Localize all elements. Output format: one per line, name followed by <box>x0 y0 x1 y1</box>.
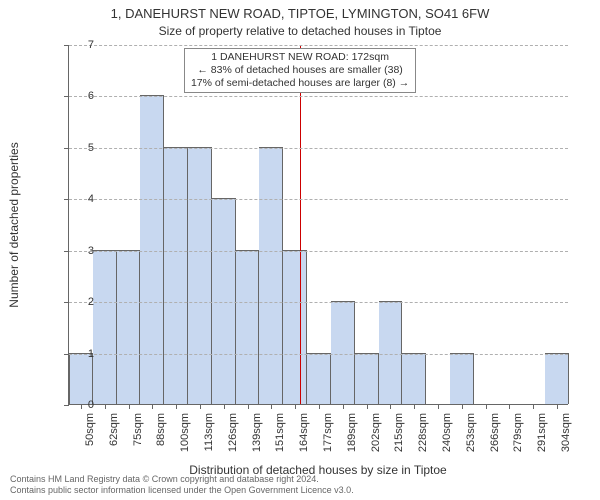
x-tick-label: 304sqm <box>560 413 572 452</box>
y-tick-label: 5 <box>64 142 94 154</box>
x-tick-label: 62sqm <box>108 413 120 446</box>
reference-line <box>300 45 301 404</box>
x-tick-label: 202sqm <box>370 413 382 452</box>
gridline <box>69 96 568 97</box>
x-tick <box>533 404 534 409</box>
annotation-box: 1 DANEHURST NEW ROAD: 172sqm ← 83% of de… <box>184 48 416 93</box>
gridline <box>69 45 568 46</box>
footer-line: Contains HM Land Registry data © Crown c… <box>10 474 354 485</box>
histogram-bar <box>307 353 331 404</box>
annotation-line: 1 DANEHURST NEW ROAD: 172sqm <box>191 51 409 64</box>
histogram-bar <box>236 250 260 404</box>
x-tick-label: 164sqm <box>298 413 310 452</box>
x-tick-label: 215sqm <box>393 413 405 452</box>
x-tick-label: 126sqm <box>227 413 239 452</box>
gridline <box>69 354 568 355</box>
x-tick <box>224 404 225 409</box>
chart-container: 1, DANEHURST NEW ROAD, TIPTOE, LYMINGTON… <box>0 0 600 500</box>
histogram-bar <box>93 250 117 404</box>
x-tick-label: 240sqm <box>441 413 453 452</box>
y-tick-label: 6 <box>64 90 94 102</box>
gridline <box>69 199 568 200</box>
histogram-bar <box>188 147 212 404</box>
x-tick-label: 291sqm <box>536 413 548 452</box>
x-tick-label: 50sqm <box>84 413 96 446</box>
gridline <box>69 251 568 252</box>
footer-attribution: Contains HM Land Registry data © Crown c… <box>10 474 354 496</box>
histogram-bar <box>402 353 426 404</box>
x-tick-label: 75sqm <box>132 413 144 446</box>
y-tick-label: 4 <box>64 193 94 205</box>
y-tick-label: 3 <box>64 245 94 257</box>
histogram-bar <box>117 250 141 404</box>
x-tick-label: 253sqm <box>465 413 477 452</box>
x-tick <box>295 404 296 409</box>
x-tick <box>271 404 272 409</box>
x-tick-label: 139sqm <box>251 413 263 452</box>
x-tick-label: 279sqm <box>512 413 524 452</box>
x-tick <box>343 404 344 409</box>
chart-title: 1, DANEHURST NEW ROAD, TIPTOE, LYMINGTON… <box>0 6 600 21</box>
histogram-bar <box>259 147 283 404</box>
x-tick <box>390 404 391 409</box>
annotation-line: ← 83% of detached houses are smaller (38… <box>191 64 409 77</box>
x-tick <box>129 404 130 409</box>
histogram-bar <box>450 353 474 404</box>
x-tick-label: 266sqm <box>489 413 501 452</box>
x-tick-label: 189sqm <box>346 413 358 452</box>
y-tick-label: 7 <box>64 39 94 51</box>
histogram-bar <box>164 147 188 404</box>
x-tick <box>462 404 463 409</box>
y-tick-label: 2 <box>64 296 94 308</box>
y-axis-label: Number of detached properties <box>7 142 21 307</box>
x-tick <box>438 404 439 409</box>
y-tick-label: 0 <box>64 399 94 411</box>
x-tick <box>105 404 106 409</box>
x-tick-label: 228sqm <box>417 413 429 452</box>
gridline <box>69 148 568 149</box>
x-tick <box>367 404 368 409</box>
x-tick <box>152 404 153 409</box>
chart-subtitle: Size of property relative to detached ho… <box>0 24 600 38</box>
x-tick-label: 151sqm <box>274 413 286 452</box>
x-tick-label: 88sqm <box>155 413 167 446</box>
x-tick <box>486 404 487 409</box>
histogram-bar <box>69 353 93 404</box>
x-tick <box>176 404 177 409</box>
x-tick <box>319 404 320 409</box>
bars-group <box>69 45 568 404</box>
x-tick <box>414 404 415 409</box>
x-tick-label: 177sqm <box>322 413 334 452</box>
y-tick-label: 1 <box>64 348 94 360</box>
plot-area: 1 DANEHURST NEW ROAD: 172sqm ← 83% of de… <box>68 45 568 405</box>
x-tick <box>200 404 201 409</box>
x-tick-label: 100sqm <box>179 413 191 452</box>
x-tick <box>248 404 249 409</box>
x-tick <box>557 404 558 409</box>
histogram-bar <box>212 198 236 404</box>
x-tick-label: 113sqm <box>203 413 215 451</box>
histogram-bar <box>545 353 569 404</box>
annotation-line: 17% of semi-detached houses are larger (… <box>191 77 409 90</box>
histogram-bar <box>283 250 307 404</box>
histogram-bar <box>355 353 379 404</box>
footer-line: Contains public sector information licen… <box>10 485 354 496</box>
gridline <box>69 302 568 303</box>
x-tick <box>509 404 510 409</box>
